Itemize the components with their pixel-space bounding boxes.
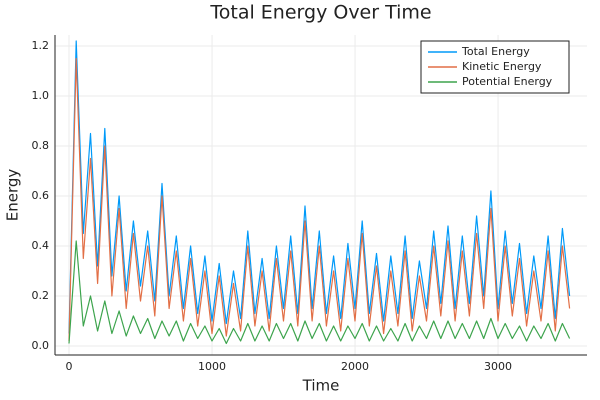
- series-line: [68, 57, 571, 342]
- series-line: [68, 40, 571, 334]
- chart-title: Total Energy Over Time: [209, 2, 431, 24]
- x-tick-label: 0: [66, 360, 73, 373]
- x-tick-label: 3000: [484, 360, 512, 373]
- legend: Total Energy Kinetic Energy Potential Ener…: [420, 40, 570, 94]
- y-tick-label: 0.4: [32, 239, 50, 252]
- y-tick-label: 0.2: [32, 289, 50, 302]
- legend-label: Kinetic Energy: [462, 60, 542, 73]
- x-axis-label: Time: [302, 377, 340, 395]
- y-axis-label: Energy: [4, 169, 22, 222]
- series-line: [68, 240, 571, 345]
- x-tick-label: 2000: [341, 360, 369, 373]
- legend-label: Total Energy: [461, 45, 530, 58]
- legend-label: Potential Energy: [462, 75, 553, 88]
- y-tick-label: 1.0: [32, 89, 50, 102]
- y-tick-label: 0.6: [32, 189, 50, 202]
- y-tick-label: 0.8: [32, 139, 50, 152]
- y-tick-label: 1.2: [32, 39, 50, 52]
- y-tick-label: 0.0: [32, 339, 50, 352]
- x-tick-label: 1000: [198, 360, 226, 373]
